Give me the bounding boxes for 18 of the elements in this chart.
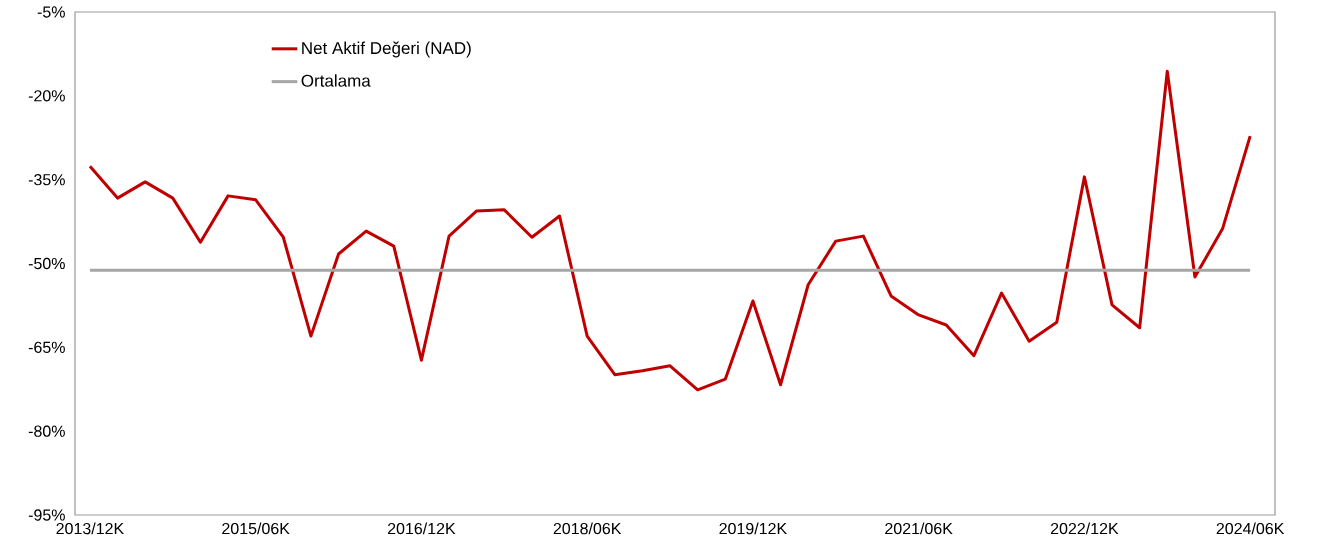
legend-label: Net Aktif Değeri (NAD) xyxy=(302,41,471,58)
x-tick-label: 2016/12K xyxy=(387,522,456,535)
y-tick-label: -65% xyxy=(28,341,65,353)
x-tick-label: 2021/06K xyxy=(885,522,953,535)
y-tick-label: -20% xyxy=(28,90,65,102)
y-tick-label: -95% xyxy=(28,509,65,521)
x-tick-label: 2015/06K xyxy=(222,522,290,535)
line-series xyxy=(88,69,1252,392)
x-tick-label: 2024/06K xyxy=(1216,522,1285,535)
x-tick-label: 2013/12K xyxy=(56,522,124,535)
x-tick-label: 2018/06K xyxy=(553,522,622,535)
y-tick-label: -35% xyxy=(28,174,65,186)
y-tick-label: -5% xyxy=(37,6,65,18)
y-tick-label: -50% xyxy=(28,257,65,270)
y-tick-label: -80% xyxy=(28,425,65,437)
legend-label: Ortalama xyxy=(301,74,371,87)
x-tick-label: 2022/12K xyxy=(1050,522,1119,535)
x-tick-label: 2019/12K xyxy=(719,522,787,535)
